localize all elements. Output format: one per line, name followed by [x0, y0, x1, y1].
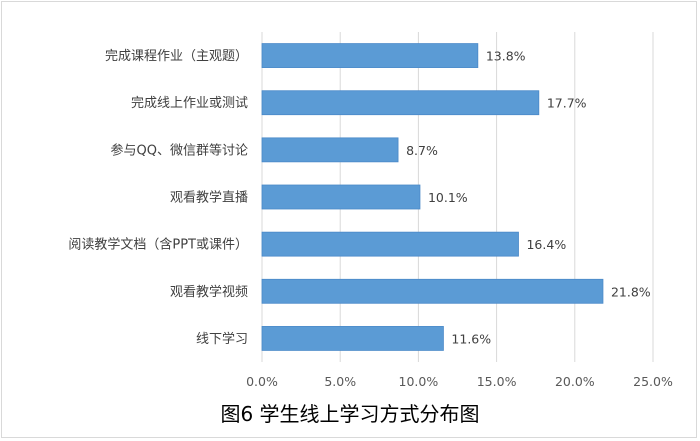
bar	[261, 231, 519, 257]
x-tick-label: 10.0%	[399, 374, 439, 389]
category-label: 观看教学视频	[170, 284, 248, 300]
category-label: 参与QQ、微信群等讨论	[111, 142, 248, 158]
bar	[261, 137, 399, 163]
data-label: 16.4%	[526, 237, 566, 252]
data-label: 11.6%	[451, 331, 491, 346]
x-tick-label: 20.0%	[555, 374, 595, 389]
bar	[261, 326, 444, 351]
x-tick-label: 15.0%	[477, 374, 517, 389]
bar	[261, 184, 421, 210]
category-label: 完成课程作业（主观题）	[105, 49, 248, 64]
x-tick-label: 25.0%	[633, 374, 673, 389]
category-label: 阅读教学文档（含PPT或课件）	[68, 237, 248, 253]
data-label: 13.8%	[486, 49, 526, 64]
category-label: 完成线上作业或测试	[131, 96, 248, 111]
x-tick-label: 5.0%	[324, 374, 356, 389]
x-tick-label: 0.0%	[246, 374, 278, 389]
bar	[261, 43, 479, 68]
data-label: 8.7%	[406, 143, 438, 158]
data-label: 17.7%	[547, 96, 587, 111]
figure-caption: 图6 学生线上学习方式分布图	[220, 402, 480, 426]
bar	[261, 90, 540, 116]
category-label: 观看教学直播	[170, 190, 248, 206]
bar	[261, 278, 604, 304]
data-label: 21.8%	[611, 284, 651, 299]
category-label: 线下学习	[196, 331, 248, 347]
data-label: 10.1%	[428, 190, 468, 205]
